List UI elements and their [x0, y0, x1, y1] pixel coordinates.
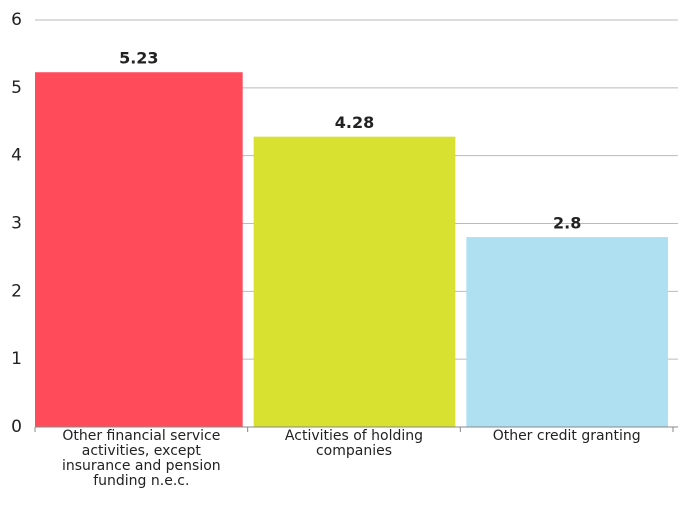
x-tick-label: Other financial service activities, exce… — [61, 428, 221, 489]
y-tick-label: 0 — [11, 417, 22, 437]
y-tick-label: 5 — [11, 78, 22, 98]
data-label: 4.28 — [335, 113, 374, 132]
bar — [466, 237, 668, 427]
bar — [35, 72, 243, 428]
data-label: 2.8 — [553, 214, 581, 233]
y-tick-label: 4 — [11, 146, 22, 166]
y-tick-label: 2 — [11, 281, 22, 301]
y-tick-label: 6 — [11, 10, 22, 30]
bar — [253, 136, 456, 427]
y-tick-label: 1 — [11, 349, 22, 369]
x-tick-label: Activities of holding companies — [284, 428, 424, 459]
y-tick-label: 3 — [11, 214, 22, 234]
data-label: 5.23 — [119, 49, 158, 68]
x-tick-label: Other credit granting — [492, 428, 641, 444]
